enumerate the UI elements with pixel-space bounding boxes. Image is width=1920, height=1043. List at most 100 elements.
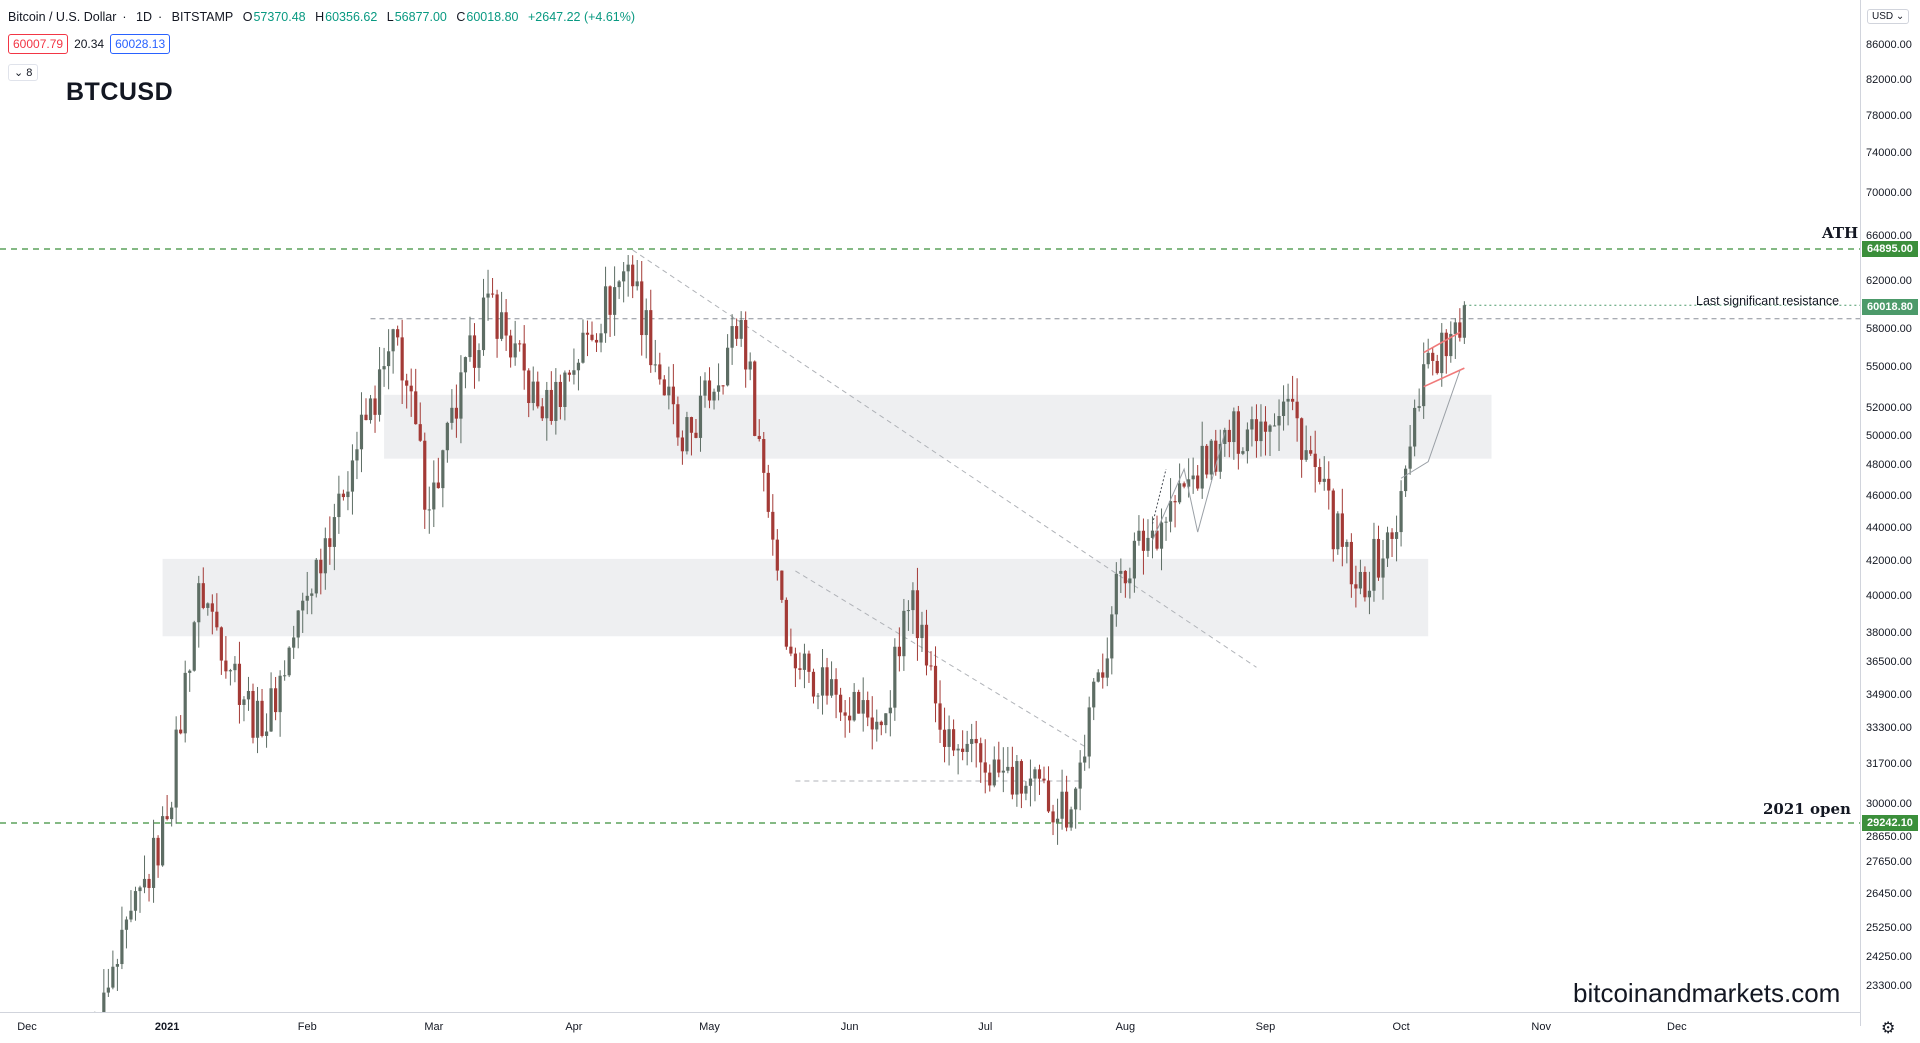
candle-body — [698, 395, 703, 438]
candle — [617, 279, 621, 299]
open-value: 57370.48 — [253, 10, 306, 24]
candle-body — [1015, 761, 1019, 795]
candle-body — [522, 343, 526, 371]
candle — [1254, 404, 1259, 458]
candle-body — [1263, 421, 1268, 432]
descending-trendline — [632, 249, 1257, 668]
candle-body — [278, 675, 282, 713]
open-label: O — [242, 10, 253, 24]
candle-body — [970, 738, 974, 744]
candle-body — [843, 712, 847, 716]
time-tick-label: Apr — [565, 1021, 583, 1033]
candle — [820, 649, 825, 715]
candle-body — [296, 610, 300, 638]
candle — [897, 627, 901, 672]
candle — [952, 719, 956, 757]
candle-body — [246, 690, 251, 700]
candle — [748, 352, 752, 381]
candle-body — [1092, 681, 1096, 708]
candle — [382, 347, 386, 387]
candle-body — [1413, 407, 1417, 447]
candle-body — [142, 878, 147, 888]
candle-body — [1254, 419, 1259, 442]
symbol-name[interactable]: Bitcoin / U.S. Dollar — [8, 10, 117, 24]
candle-body — [653, 364, 657, 366]
candle — [933, 646, 938, 723]
candle-body — [825, 667, 829, 696]
candle-body — [576, 362, 581, 371]
candle-body — [251, 690, 255, 738]
candle-body — [1078, 762, 1082, 789]
candle-body — [961, 748, 965, 752]
candle-body — [608, 286, 612, 315]
candle — [445, 421, 449, 463]
candle — [956, 744, 960, 775]
candle — [825, 657, 829, 705]
candle — [1363, 566, 1367, 602]
indicators-count: 8 — [26, 67, 33, 79]
candle-body — [798, 668, 802, 670]
candle — [1372, 522, 1376, 602]
candle — [1200, 421, 1204, 499]
candle-body — [739, 320, 743, 339]
candle-body — [1028, 778, 1033, 786]
buy-price-button[interactable]: 60028.13 — [110, 34, 171, 54]
candle — [721, 385, 725, 395]
candle — [228, 668, 232, 686]
candle-body — [852, 691, 856, 721]
candle-body — [486, 293, 490, 298]
gear-icon[interactable]: ⚙ — [1881, 1020, 1896, 1037]
candle — [581, 319, 585, 364]
time-axis[interactable] — [0, 1012, 1860, 1043]
candle — [251, 683, 255, 744]
candle — [310, 588, 314, 615]
candle-body — [558, 381, 562, 407]
indicators-toggle-button[interactable]: ⌄ 8 — [8, 64, 39, 81]
candle — [1444, 329, 1448, 374]
candle-body — [292, 637, 296, 648]
candle — [843, 700, 847, 738]
candle-body — [1150, 530, 1155, 538]
candle — [477, 343, 481, 382]
candle-body — [151, 837, 156, 888]
candle — [1304, 425, 1308, 462]
candle-body — [816, 695, 820, 697]
candle-body — [1178, 483, 1182, 503]
candle — [730, 314, 734, 365]
candle — [1101, 653, 1105, 689]
candle-body — [287, 647, 291, 676]
candle-body — [400, 337, 404, 381]
candle — [1092, 678, 1096, 721]
candle-body — [766, 472, 770, 512]
currency-button[interactable]: USD ⌄ — [1867, 9, 1910, 24]
candle — [594, 333, 599, 352]
candle-body — [603, 286, 608, 334]
candle-body — [1227, 429, 1231, 443]
candle — [120, 906, 124, 970]
candle — [1137, 515, 1141, 546]
sell-price-button[interactable]: 60007.79 — [8, 34, 69, 54]
candle — [608, 285, 612, 337]
price-axis[interactable] — [1860, 0, 1920, 1026]
candle-body — [793, 653, 797, 669]
candle — [1404, 465, 1408, 497]
candle-body — [1232, 411, 1236, 443]
price-tick-label: 26450.00 — [1866, 888, 1912, 901]
candle-body — [224, 660, 228, 672]
candle — [1322, 456, 1326, 491]
interval-label[interactable]: 1D — [136, 10, 153, 24]
candle-body — [328, 538, 332, 547]
candle — [1277, 399, 1281, 451]
candle — [138, 885, 142, 913]
candle — [287, 646, 291, 678]
zone-rect — [384, 394, 1492, 459]
candle-body — [490, 293, 495, 295]
candle — [784, 597, 788, 650]
candle — [165, 794, 169, 821]
candle-body — [811, 671, 816, 697]
candle — [658, 352, 662, 385]
candle — [337, 475, 341, 534]
candle — [938, 680, 942, 744]
candle — [857, 689, 861, 714]
